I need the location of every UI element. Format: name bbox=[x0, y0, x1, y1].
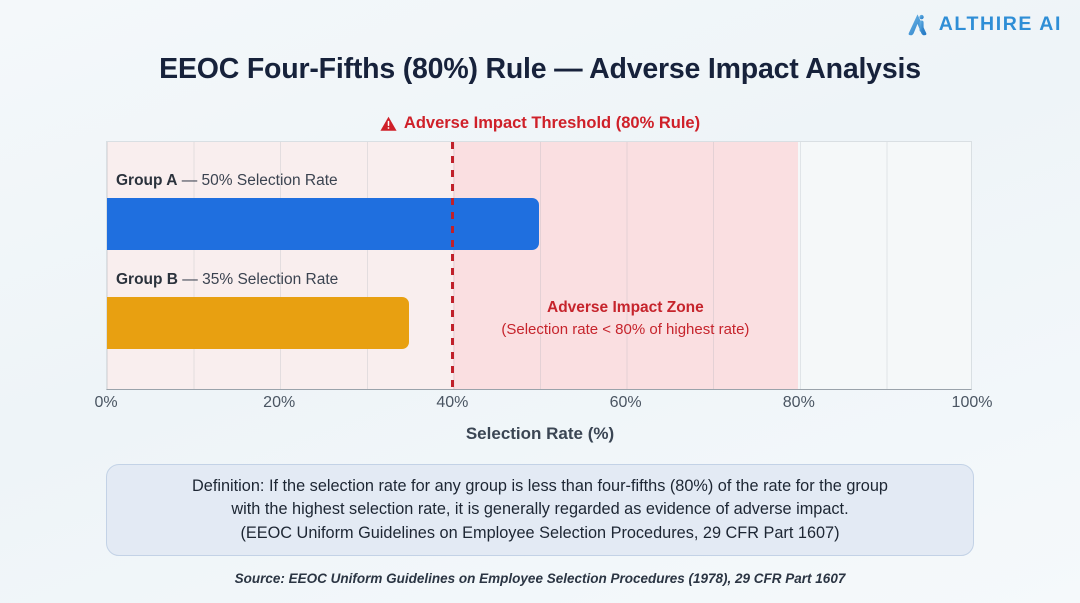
x-axis-tick-labels: 0% 20% 40% 60% 80% 100% bbox=[94, 394, 992, 416]
bar-group-b bbox=[107, 297, 410, 349]
adverse-impact-zone-annotation: Adverse Impact Zone (Selection rate < 80… bbox=[453, 297, 799, 340]
bar-label-group-a-rate: — 50% Selection Rate bbox=[177, 172, 338, 189]
x-tick-80pct: 80% bbox=[782, 394, 815, 411]
althire-a-logo-icon bbox=[908, 14, 927, 36]
adverse-impact-zone-band bbox=[452, 142, 799, 389]
x-tick-40pct: 40% bbox=[436, 394, 469, 411]
bar-label-group-b-rate: — 35% Selection Rate bbox=[178, 271, 339, 288]
threshold-caption-label: Adverse Impact Threshold (80% Rule) bbox=[403, 114, 701, 132]
threshold-caption: Adverse Impact Threshold (80% Rule) bbox=[0, 114, 1080, 133]
x-tick-60pct: 60% bbox=[609, 394, 642, 411]
definition-line-1: Definition: If the selection rate for an… bbox=[192, 477, 888, 496]
adverse-impact-zone-title: Adverse Impact Zone bbox=[547, 299, 704, 316]
page-title: EEOC Four-Fifths (80%) Rule — Adverse Im… bbox=[159, 53, 921, 85]
brand-logo: ALTHIRE AI bbox=[904, 11, 1062, 38]
source-note: Source: EEOC Uniform Guidelines on Emplo… bbox=[234, 571, 846, 586]
definition-line-2: with the highest selection rate, it is g… bbox=[231, 500, 849, 519]
warning-triangle-icon bbox=[380, 116, 397, 131]
x-tick-20pct: 20% bbox=[263, 394, 296, 411]
bar-label-group-b-name: Group B bbox=[116, 271, 178, 288]
x-axis-title: Selection Rate (%) bbox=[465, 424, 615, 443]
bar-group-a bbox=[107, 198, 539, 250]
bar-label-group-b: Group B — 35% Selection Rate bbox=[116, 271, 338, 289]
x-tick-100pct: 100% bbox=[951, 394, 993, 411]
bar-label-group-a: Group A — 50% Selection Rate bbox=[116, 172, 338, 190]
definition-box: Definition: If the selection rate for an… bbox=[106, 464, 974, 556]
bar-label-group-a-name: Group A bbox=[116, 172, 178, 189]
definition-line-3: (EEOC Uniform Guidelines on Employee Sel… bbox=[240, 523, 840, 542]
chart-plot-area: Group A — 50% Selection Rate Group B — 3… bbox=[106, 141, 972, 390]
brand-name: ALTHIRE AI bbox=[938, 13, 1062, 35]
threshold-dashed-line bbox=[451, 142, 455, 389]
adverse-impact-zone-subtitle: (Selection rate < 80% of highest rate) bbox=[501, 321, 750, 338]
x-tick-0pct: 0% bbox=[94, 394, 118, 411]
